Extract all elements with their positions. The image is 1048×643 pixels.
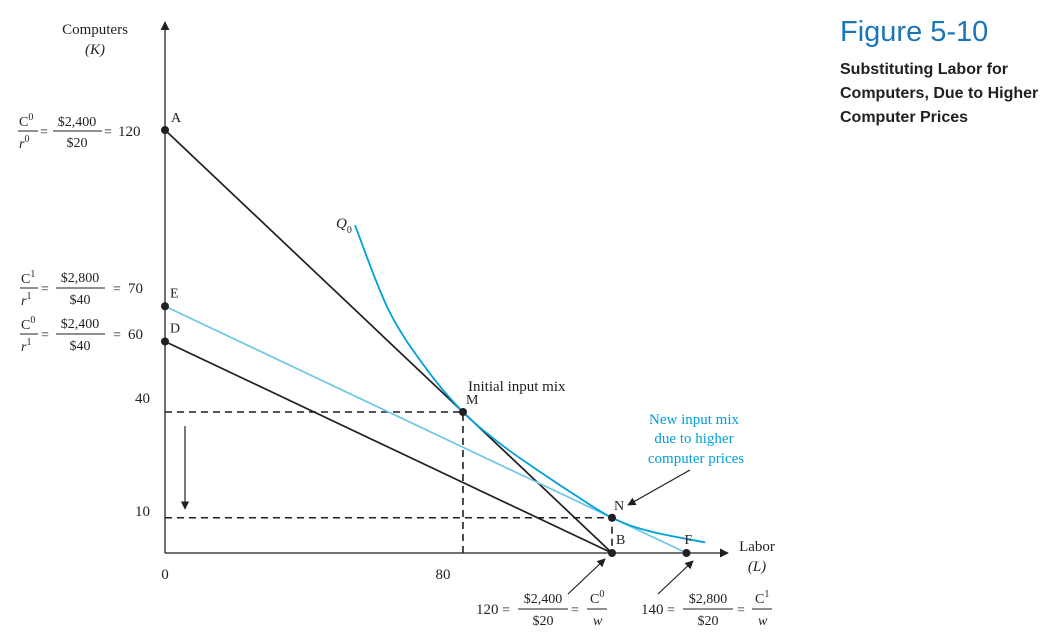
x-tick-80: 80 [436, 567, 451, 583]
formula-e: C1 r1 = $2,800 $40 = 70 [20, 269, 143, 309]
series-db [165, 342, 612, 554]
formula-a: C0 r0 = $2,400 $20 = 120 [18, 112, 141, 152]
x-tick-140: 140 [641, 602, 664, 618]
formula-d-num: $2,400 [61, 317, 100, 332]
formula-f-den: $20 [698, 614, 719, 629]
svg-text:=: = [667, 603, 675, 618]
svg-text:C0: C0 [21, 315, 35, 333]
formula-f-arrow [658, 561, 693, 594]
svg-text:C1: C1 [21, 269, 35, 287]
y-tick-60: 60 [128, 327, 143, 343]
point-label-b: B [616, 533, 625, 548]
svg-text:=: = [737, 603, 745, 618]
point-label-e: E [170, 286, 179, 301]
guide-line-0 [165, 412, 463, 553]
point-label-a: A [171, 111, 182, 126]
svg-text:=: = [571, 603, 579, 618]
x-tick-120: 120 [476, 602, 499, 618]
point-n [608, 514, 616, 522]
x-axis-symbol: (L) [748, 559, 766, 575]
svg-text:w: w [593, 614, 603, 629]
formula-f-num: $2,800 [689, 592, 728, 607]
point-b [608, 549, 616, 557]
formula-d: C0 r1 = $2,400 $40 = 60 [20, 315, 143, 355]
formula-a-cost: C [19, 115, 28, 130]
point-f [683, 549, 691, 557]
x-axis-label: Labor [739, 539, 775, 555]
formula-a-den: $20 [67, 136, 88, 151]
formula-b-den: $20 [533, 614, 554, 629]
svg-text:r1: r1 [21, 291, 31, 309]
formula-e-num: $2,800 [61, 271, 100, 286]
y-tick-40: 40 [135, 391, 150, 407]
formula-b: 120 = $2,400 $20 = C0 w [476, 589, 607, 629]
svg-text:New input mix: New input mix [649, 412, 739, 428]
point-m [459, 408, 467, 416]
y-tick-120: 120 [118, 124, 141, 140]
svg-text:w: w [758, 614, 768, 629]
curve-label-q0: Q0 [336, 216, 352, 236]
guide-line-1 [165, 518, 612, 553]
point-label-n: N [614, 499, 624, 514]
svg-text:=: = [41, 328, 49, 343]
svg-text:=: = [113, 328, 121, 343]
svg-text:C1: C1 [755, 589, 769, 607]
svg-text:computer prices: computer prices [648, 451, 744, 467]
svg-text:r1: r1 [21, 337, 31, 355]
origin-label: 0 [161, 567, 169, 583]
svg-text:due to higher: due to higher [654, 431, 733, 447]
svg-text:=: = [40, 125, 48, 140]
y-axis-label: Computers [62, 22, 128, 38]
formula-f: 140 = $2,800 $20 = C1 w [641, 589, 772, 629]
point-label-m: M [466, 393, 479, 408]
y-tick-10: 10 [135, 504, 150, 520]
point-d [161, 338, 169, 346]
formula-e-den: $40 [70, 293, 91, 308]
svg-text:C0: C0 [590, 589, 604, 607]
svg-text:=: = [41, 282, 49, 297]
y-axis-symbol: (K) [85, 42, 105, 58]
annotation-new-mix: New input mix due to higher computer pri… [648, 412, 744, 467]
svg-text:=: = [104, 125, 112, 140]
formula-a-num: $2,400 [58, 115, 97, 130]
svg-text:C0: C0 [19, 112, 33, 130]
y-tick-70: 70 [128, 281, 143, 297]
formula-d-den: $40 [70, 339, 91, 354]
svg-text:=: = [113, 282, 121, 297]
formula-b-num: $2,400 [524, 592, 563, 607]
svg-text:=: = [502, 603, 510, 618]
series-ab [165, 130, 612, 553]
svg-text:r0: r0 [19, 134, 29, 152]
point-a [161, 126, 169, 134]
point-e [161, 302, 169, 310]
point-label-f: F [685, 533, 693, 548]
annotation-initial-mix: Initial input mix [468, 379, 566, 395]
annotation-new-mix-arrow [628, 470, 690, 505]
point-label-d: D [170, 322, 180, 337]
